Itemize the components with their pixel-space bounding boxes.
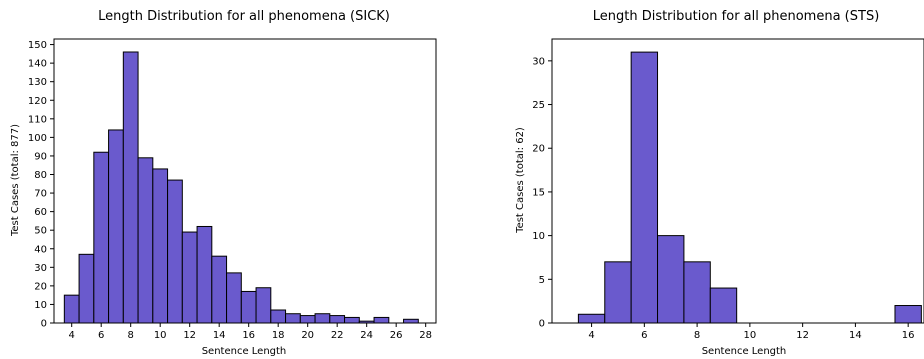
y-axis-label: Test Cases (total: 62) [515,127,526,234]
x-tick-label: 10 [744,330,757,341]
bar [93,151,110,324]
y-tick-label: 150 [28,40,47,51]
y-tick-label: 70 [34,189,47,200]
bar [285,313,301,324]
y-tick-label: 0 [539,319,545,330]
bar [63,294,80,324]
x-tick-label: 26 [390,330,403,341]
y-tick-label: 15 [532,187,545,198]
bar [270,309,287,324]
bar [577,313,606,324]
bar [78,253,95,324]
y-tick-label: 30 [532,56,545,67]
x-tick-label: 22 [331,330,344,341]
bar [211,255,228,324]
bar [604,261,632,324]
bar [122,51,139,324]
y-tick-label: 0 [41,319,47,330]
bar [630,51,659,324]
y-tick-label: 60 [34,207,47,218]
bar [709,287,738,324]
x-tick-label: 6 [98,330,104,341]
bar [167,179,183,324]
y-tick-label: 90 [34,151,47,162]
y-tick-label: 10 [34,300,47,311]
y-tick-label: 120 [28,96,47,107]
x-tick-label: 14 [849,330,862,341]
y-tick-label: 110 [28,114,47,125]
x-axis-label: Sentence Length [202,346,287,357]
chart-title: Length Distribution for all phenomena (S… [98,9,390,24]
y-tick-label: 5 [539,275,545,286]
chart-title: Length Distribution for all phenomena (S… [593,9,880,24]
x-tick-label: 24 [360,330,373,341]
x-tick-label: 10 [154,330,167,341]
bar [152,168,169,324]
y-tick-label: 20 [532,144,545,155]
bar [108,129,124,324]
bar [240,290,257,324]
y-axis-label: Test Cases (total: 877) [10,124,21,237]
x-tick-label: 8 [128,330,134,341]
x-tick-label: 16 [902,330,915,341]
x-tick-label: 28 [419,330,432,341]
y-tick-label: 130 [28,77,47,88]
bar [196,225,213,324]
chart-sick: Length Distribution for all phenomena (S… [10,9,437,357]
x-tick-label: 14 [213,330,226,341]
x-tick-label: 18 [272,330,285,341]
x-tick-label: 8 [694,330,700,341]
y-tick-label: 140 [28,59,47,70]
y-tick-label: 100 [28,133,47,144]
bar [137,157,154,324]
bar [657,235,685,324]
y-tick-label: 10 [532,231,545,242]
bar [314,313,331,324]
bar [329,315,346,324]
x-axis-label: Sentence Length [702,346,787,357]
y-tick-label: 30 [34,263,47,274]
bar [344,316,360,324]
chart-sts: Length Distribution for all phenomena (S… [515,9,924,357]
x-tick-label: 4 [588,330,594,341]
y-tick-label: 25 [532,100,545,111]
bar [894,305,922,324]
y-tick-label: 80 [34,170,47,181]
bar [683,261,711,324]
x-tick-label: 4 [69,330,75,341]
x-tick-label: 20 [301,330,314,341]
bar [403,318,419,324]
bar [181,231,198,324]
plot-frame [53,38,437,324]
y-tick-label: 40 [34,244,47,255]
x-tick-label: 16 [242,330,255,341]
bar [255,287,272,324]
x-tick-label: 12 [183,330,196,341]
bar [373,316,390,324]
y-tick-label: 50 [34,226,47,237]
bar [226,272,242,324]
x-tick-label: 12 [796,330,809,341]
x-tick-label: 6 [641,330,647,341]
y-tick-label: 20 [34,281,47,292]
bar [299,315,316,324]
plot-frame [551,38,924,324]
